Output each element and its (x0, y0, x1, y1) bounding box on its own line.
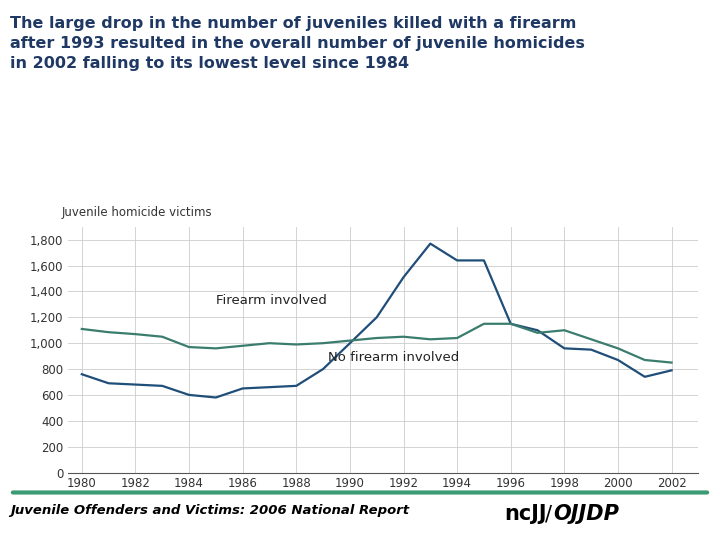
Text: Juvenile Offenders and Victims: 2006 National Report: Juvenile Offenders and Victims: 2006 Nat… (10, 504, 409, 517)
Text: /: / (545, 504, 552, 524)
Text: Firearm involved: Firearm involved (216, 294, 327, 307)
Text: ncJJ: ncJJ (504, 504, 546, 524)
Text: The large drop in the number of juveniles killed with a firearm
after 1993 resul: The large drop in the number of juvenile… (10, 16, 585, 71)
Text: No firearm involved: No firearm involved (328, 351, 459, 364)
Text: Juvenile homicide victims: Juvenile homicide victims (61, 206, 212, 219)
Text: OJJDP: OJJDP (553, 504, 618, 524)
